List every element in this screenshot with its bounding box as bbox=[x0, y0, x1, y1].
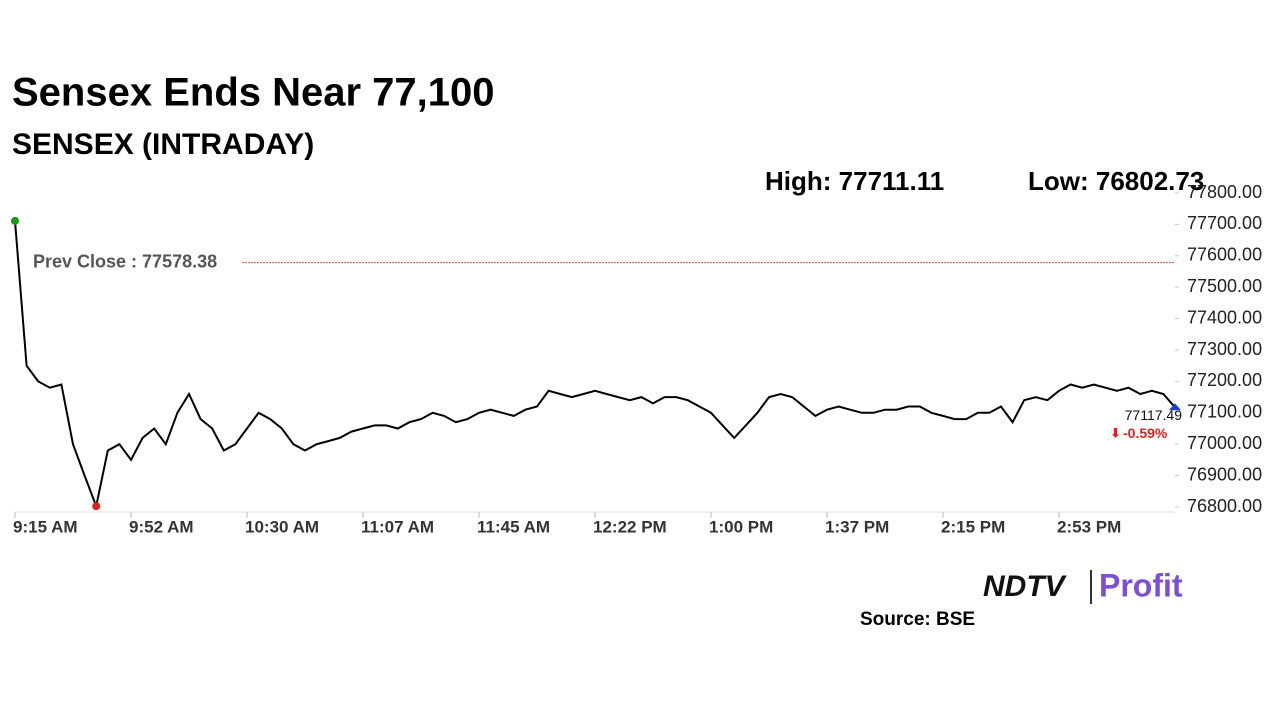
x-tick-label: 12:22 PM bbox=[593, 517, 667, 536]
logo-left: NDTV bbox=[983, 570, 1068, 603]
y-tick-label: 77400.00 bbox=[1187, 307, 1262, 327]
y-tick-label: 76800.00 bbox=[1187, 496, 1262, 516]
x-tick-label: 9:52 AM bbox=[129, 517, 194, 536]
x-tick-label: 11:07 AM bbox=[361, 517, 434, 536]
logo-right: Profit bbox=[1099, 567, 1183, 603]
y-tick-label: 77800.00 bbox=[1187, 182, 1262, 202]
change-arrow: ⬇ bbox=[1110, 426, 1121, 441]
y-tick-label: 77600.00 bbox=[1187, 245, 1262, 265]
x-tick-label: 2:53 PM bbox=[1057, 517, 1121, 536]
chart-title: Sensex Ends Near 77,100 bbox=[12, 71, 495, 115]
y-tick-label: 77500.00 bbox=[1187, 276, 1262, 296]
x-tick-label: 2:15 PM bbox=[941, 517, 1005, 536]
y-tick-label: 77000.00 bbox=[1187, 433, 1262, 453]
source: Source: BSE bbox=[860, 609, 975, 630]
x-tick-label: 10:30 AM bbox=[245, 517, 319, 536]
y-tick-label: 77700.00 bbox=[1187, 213, 1262, 233]
last-value-label: 77117.49 bbox=[1125, 407, 1183, 423]
x-tick-label: 11:45 AM bbox=[477, 517, 550, 536]
y-tick-label: 76900.00 bbox=[1187, 464, 1262, 484]
y-tick-label: 77100.00 bbox=[1187, 402, 1262, 422]
last-marker bbox=[1169, 403, 1181, 411]
low-marker bbox=[92, 502, 101, 511]
change-label: -0.59% bbox=[1123, 425, 1168, 441]
price-line bbox=[14, 220, 1176, 510]
x-tick-label: 1:00 PM bbox=[709, 517, 773, 536]
x-tick-label: 1:37 PM bbox=[825, 517, 889, 536]
y-tick-label: 77300.00 bbox=[1187, 339, 1262, 359]
y-tick-label: 77200.00 bbox=[1187, 370, 1262, 390]
low-label: Low: 76802.73 bbox=[1028, 166, 1204, 196]
high-marker bbox=[11, 216, 19, 225]
high-label: High: 77711.11 bbox=[765, 166, 944, 196]
chart-subtitle: SENSEX (INTRADAY) bbox=[12, 128, 314, 161]
prev-close-label: Prev Close : 77578.38 bbox=[33, 251, 217, 271]
x-tick-label: 9:15 AM bbox=[13, 517, 78, 536]
